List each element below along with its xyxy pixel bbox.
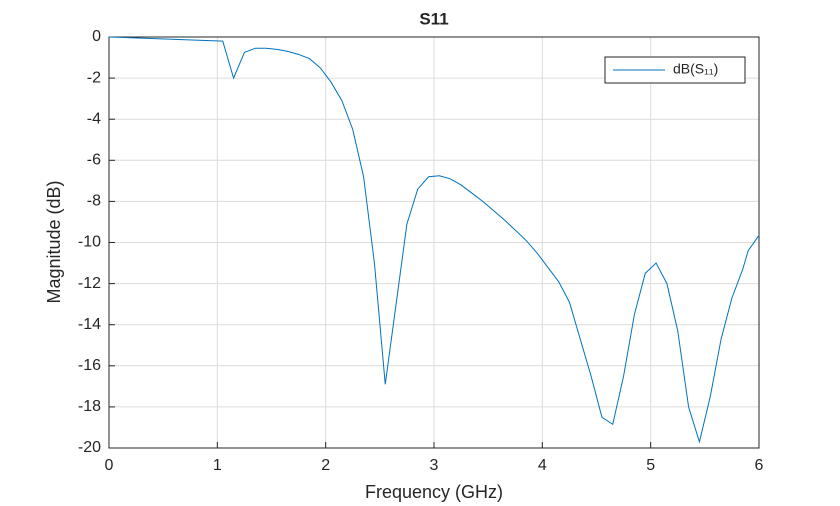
y-tick-label: 0 bbox=[92, 28, 101, 45]
y-tick-label: -12 bbox=[78, 275, 101, 292]
x-tick-label: 1 bbox=[213, 457, 222, 474]
y-tick-label: -10 bbox=[78, 234, 101, 251]
x-tick-label: 3 bbox=[430, 457, 439, 474]
x-axis-label: Frequency (GHz) bbox=[365, 482, 503, 502]
x-tick-label: 2 bbox=[321, 457, 330, 474]
y-tick-label: -20 bbox=[78, 439, 101, 456]
data-line bbox=[108, 36, 760, 444]
chart-title: S11 bbox=[419, 9, 448, 28]
y-tick-label: -16 bbox=[78, 357, 101, 374]
x-tick-label: 4 bbox=[538, 457, 547, 474]
y-tick-label: -8 bbox=[87, 193, 101, 210]
y-tick-label: -14 bbox=[78, 316, 101, 333]
y-tick-label: -2 bbox=[87, 69, 101, 86]
x-tick-label: 5 bbox=[646, 457, 655, 474]
y-axis-label: Magnitude (dB) bbox=[44, 180, 64, 303]
x-tick-label: 6 bbox=[755, 457, 764, 474]
plot-frame bbox=[108, 36, 760, 449]
x-tick-label: 0 bbox=[105, 457, 114, 474]
y-tick-label: -6 bbox=[87, 152, 101, 169]
y-tick-label: -4 bbox=[87, 110, 101, 127]
y-tick-label: -18 bbox=[78, 398, 101, 415]
legend-label: dB(S₁₁) bbox=[673, 61, 718, 77]
